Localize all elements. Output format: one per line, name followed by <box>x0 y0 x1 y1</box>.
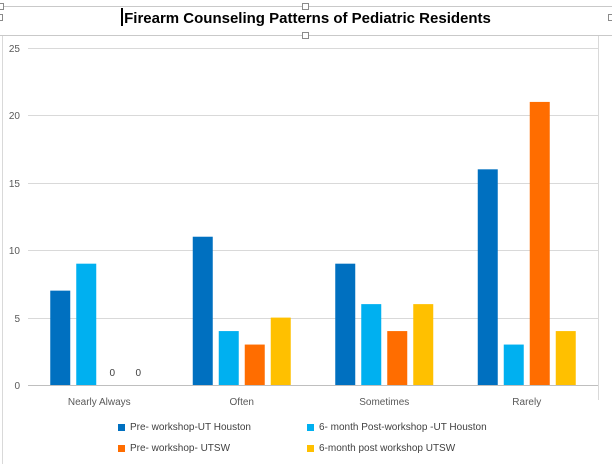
bar-often-series-1[interactable] <box>192 236 213 385</box>
bar-rarely-series-4[interactable] <box>555 331 576 385</box>
bar-sometimes-series-4[interactable] <box>413 304 434 385</box>
bar-nearly-always-series-2[interactable] <box>76 263 97 385</box>
resize-handle-right[interactable] <box>608 14 612 21</box>
legend-swatch-3 <box>118 445 125 452</box>
legend-swatch-1 <box>118 424 125 431</box>
x-tick-label-rarely: Rarely <box>512 397 541 408</box>
legend-item-3[interactable]: Pre- workshop- UTSW <box>118 443 230 454</box>
y-tick-label-5: 5 <box>14 314 20 325</box>
resize-handle-bottom-center[interactable] <box>302 32 309 39</box>
chart-title-text: Firearm Counseling Patterns of Pediatric… <box>124 10 491 27</box>
legend-item-4[interactable]: 6-month post workshop UTSW <box>307 443 455 454</box>
chart-title[interactable]: Firearm Counseling Patterns of Pediatric… <box>0 8 612 29</box>
legend-label-4: 6-month post workshop UTSW <box>319 443 456 454</box>
legend-item-1[interactable]: Pre- workshop-UT Houston <box>118 422 251 433</box>
legend-item-2[interactable]: 6- month Post-workshop -UT Houston <box>307 422 487 433</box>
bar-often-series-2[interactable] <box>218 331 239 385</box>
y-tick-label-20: 20 <box>9 111 21 122</box>
legend-swatch-2 <box>307 424 314 431</box>
bar-often-series-4[interactable] <box>270 317 291 385</box>
bar-nearly-always-series-1[interactable] <box>50 290 71 385</box>
y-tick-label-0: 0 <box>14 381 20 392</box>
y-tick-label-15: 15 <box>9 179 21 190</box>
chart-area-left-border <box>2 36 3 464</box>
bar-rarely-series-3[interactable] <box>529 101 550 386</box>
x-tick-label-sometimes: Sometimes <box>359 397 409 408</box>
resize-handle-left[interactable] <box>0 14 3 21</box>
x-tick-label-often: Often <box>230 397 254 408</box>
legend-label-1: Pre- workshop-UT Houston <box>130 422 251 433</box>
data-label-series-4-category-1: 0 <box>135 368 141 379</box>
legend-label-3: Pre- workshop- UTSW <box>130 443 231 454</box>
bar-rarely-series-2[interactable] <box>503 344 524 385</box>
bar-rarely-series-1[interactable] <box>477 169 498 385</box>
resize-handle-top-left[interactable] <box>0 3 4 10</box>
legend-swatch-4 <box>307 445 314 452</box>
y-tick-label-10: 10 <box>9 246 21 257</box>
bar-sometimes-series-3[interactable] <box>387 331 408 385</box>
bar-chart[interactable]: 0 5 10 15 20 25 Nearly Always Often Sometimes Rar… <box>0 0 612 418</box>
x-tick-label-nearly-always: Nearly Always <box>68 397 131 408</box>
text-cursor <box>121 8 124 26</box>
data-label-series-3-category-1: 0 <box>109 368 115 379</box>
bar-sometimes-series-2[interactable] <box>361 304 382 385</box>
chart-title-box[interactable] <box>0 3 612 39</box>
y-tick-label-25: 25 <box>9 44 21 55</box>
resize-handle-top-center[interactable] <box>302 3 309 10</box>
chart-area-right-border <box>598 36 599 400</box>
legend-label-2: 6- month Post-workshop -UT Houston <box>319 422 487 433</box>
bar-often-series-3[interactable] <box>244 344 265 385</box>
bar-sometimes-series-1[interactable] <box>335 263 356 385</box>
chart-legend[interactable]: Pre- workshop-UT Houston 6- month Post-wo… <box>0 418 612 458</box>
